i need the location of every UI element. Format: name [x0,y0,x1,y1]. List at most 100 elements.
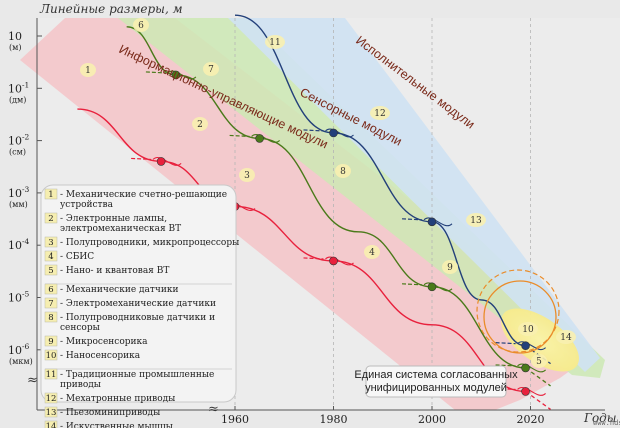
tag-bg-11 [265,35,285,49]
legend-text-11: - Традиционные промышленные [60,370,214,380]
series-point-sensor-0 [171,70,181,80]
series-point-actuator-0 [329,128,338,138]
x-tick-label-2000: 2000 [418,413,446,426]
series-wave-sensor-1 [251,134,281,143]
tag-4: 4 [369,248,375,258]
y-tick-label-5: 10-5 [8,290,30,305]
convergence-zone [501,308,579,372]
legend-num-11: 11 [46,370,57,380]
tag-bg-13 [466,213,486,227]
legend-text-5: - Нано- и квантовая ВТ [60,266,169,276]
legend-num-box-2 [44,212,58,224]
legend-text-2-1: электромеханическая ВТ [60,224,181,234]
tag-bg-3 [239,168,255,182]
legend-text-13: - Пьезоминиприводы [60,408,160,418]
x-tick-label-1980: 1980 [320,413,348,426]
tag-13: 13 [470,216,482,226]
tag-12: 12 [374,109,385,119]
legend-num-1: 1 [48,190,53,200]
y-axis-break: ≈ [27,373,38,388]
series-wave-info-0 [152,157,182,166]
tag-2: 2 [197,120,203,130]
annotation-box [365,365,507,398]
series-dash-actuator-2 [495,342,516,345]
tag-6: 6 [138,21,144,31]
legend-text-11-1: приводы [60,380,101,390]
series-point-sensor-1 [255,134,264,143]
series-point-actuator-2 [521,341,530,350]
legend-num-box-3 [44,236,58,248]
y-tick-label-6: 10-6 [8,342,30,357]
series-line-actuator [234,14,526,347]
legend-num-box-4 [44,250,58,262]
series-extension-sensor [525,367,551,387]
series-point-info-3 [521,387,530,396]
tag-8: 8 [340,167,346,177]
annotation-line-1: Единая система согласованных [354,369,518,381]
series-wave-sensor-3 [517,363,546,373]
band-1 [118,18,605,378]
tag-14: 14 [560,333,572,343]
y-tick-unit-6: (мкм) [9,357,33,366]
legend-num-box-1 [44,188,58,200]
y-tick-unit-2: (см) [9,148,26,157]
y-tick-label-0: 10 [8,30,22,43]
legend-num-box-10 [44,349,58,361]
tag-bg-2 [192,117,208,131]
series-dash-sensor-0 [145,71,166,74]
tag-bg-6 [133,18,149,32]
legend-num-box-9 [44,335,58,347]
legend-box [40,184,237,403]
tag-10: 10 [522,325,534,335]
x-axis-break: ≈ [208,402,219,417]
legend-text-6: - Механические датчики [60,285,178,295]
y-tick-unit-1: (дм) [9,95,26,104]
tag-bg-7 [203,62,219,76]
x-tick-label-2020: 2020 [517,413,545,426]
annotation-line-2: унифицированных модулей [365,382,507,394]
legend-text-3: - Полупроводники, микропроцессоры [60,238,239,248]
legend-num-box-13 [44,406,58,418]
legend-text-12: - Мехатронные приводы [60,394,175,404]
legend-num-14: 14 [46,422,57,428]
legend-num-6: 6 [48,285,53,295]
legend-num-10: 10 [46,351,57,361]
legend-num-box-8 [44,311,58,323]
series-wave-actuator-0 [325,128,354,138]
legend-num-3: 3 [48,238,53,248]
annotation: Единая система согласованных унифицирова… [354,365,518,398]
series-point-info-2 [329,256,338,266]
legend-num-12: 12 [46,394,57,404]
legend-text-10: - Наносенсорика [60,351,141,361]
tag-1: 1 [85,66,91,76]
legend-num-box-5 [44,264,58,276]
y-tick-label-3: 10-3 [8,185,30,200]
x-tick-label-1960: 1960 [221,413,249,426]
legend-num-box-7 [44,297,58,309]
legend-text-14: - Искуственные мышцы [60,422,173,428]
series-wave-actuator-2 [517,341,546,351]
series-point-sensor-2 [427,282,437,292]
series-dash-actuator-0 [303,129,324,132]
series-wave-info-2 [325,256,354,266]
legend-text-7: - Электромеханические датчики [60,299,216,309]
tag-7: 7 [208,65,214,75]
legend-text-9: - Микросенсорика [60,337,148,347]
series-dash-info-2 [303,257,324,260]
y-tick-label-1: 10-1 [8,80,29,95]
tag-bg-14 [556,330,576,344]
series-dash-sensor-2 [401,283,423,286]
legend-text-1-1: устройства [60,200,114,210]
legend-text-2: - Электронные лампы, [60,214,167,224]
series-wave-sensor-0 [167,70,197,80]
legend-num-8: 8 [48,313,53,323]
legend-num-7: 7 [48,299,53,309]
series-dash-sensor-3 [495,364,516,367]
tag-11: 11 [269,38,280,48]
legend-text-4: - СБИС [60,252,94,262]
legend-num-2: 2 [48,214,53,224]
tag-9: 9 [447,263,453,273]
y-tick-label-2: 10-2 [8,133,30,148]
series-point-sensor-3 [521,363,530,373]
